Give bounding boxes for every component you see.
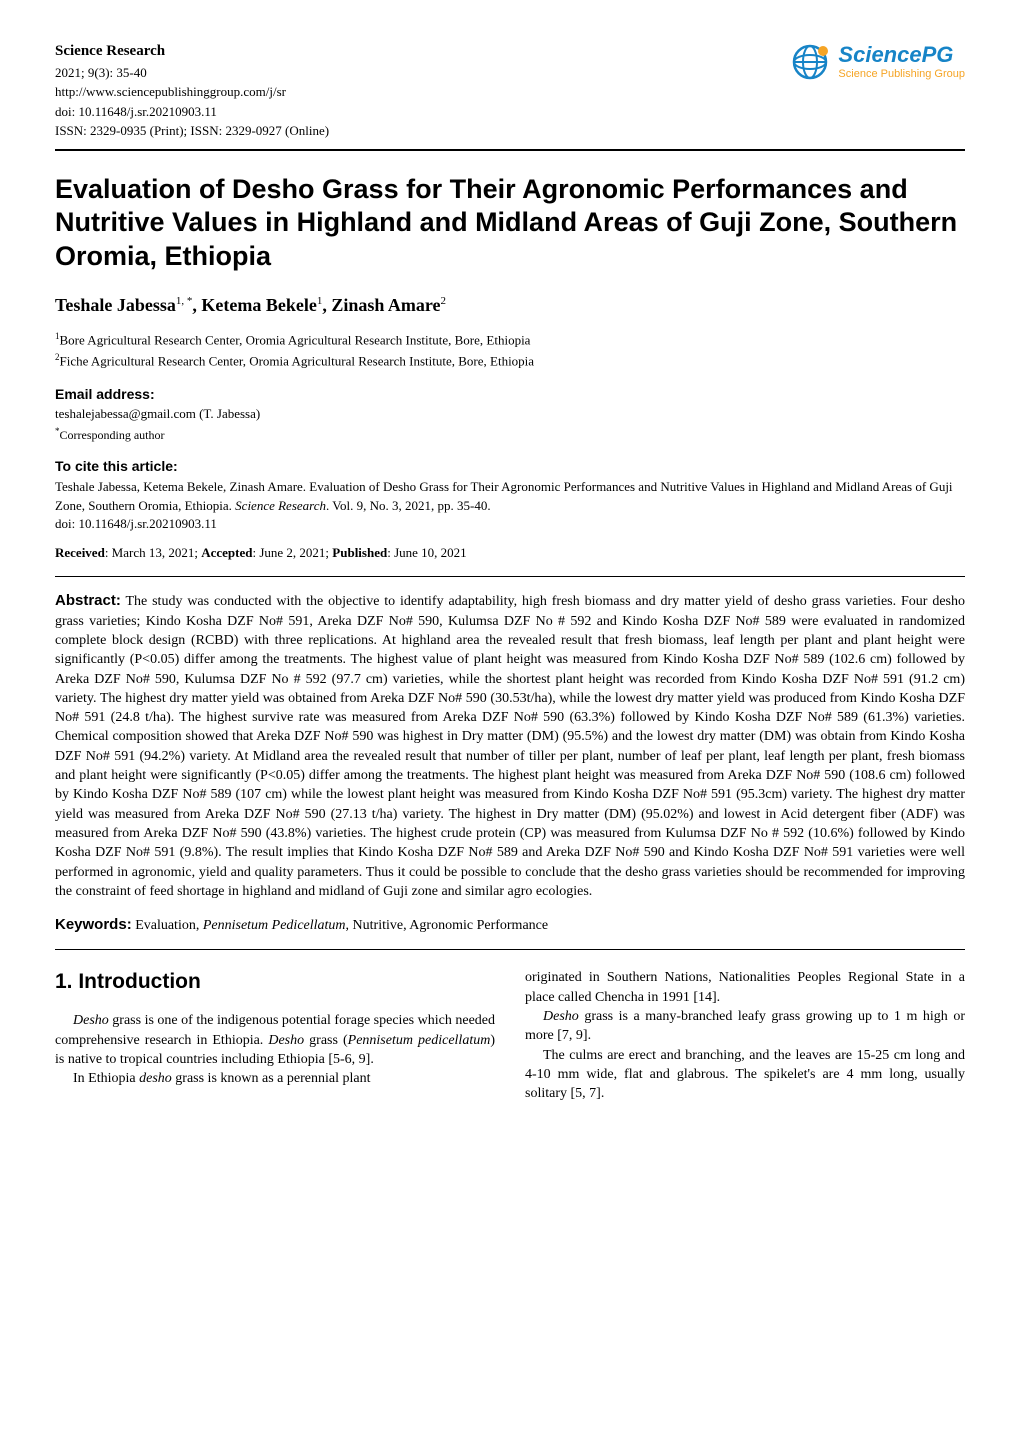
article-title: Evaluation of Desho Grass for Their Agro… [55, 173, 965, 274]
cite-doi: doi: 10.11648/j.sr.20210903.11 [55, 516, 217, 531]
abstract-bottom-rule [55, 949, 965, 950]
globe-icon [788, 40, 832, 84]
intro-heading: 1. Introduction [55, 968, 495, 997]
keywords: Keywords: Evaluation, Pennisetum Pedicel… [55, 915, 965, 935]
email-value: teshalejabessa@gmail.com (T. Jabessa) [55, 406, 965, 423]
journal-url: http://www.sciencepublishinggroup.com/j/… [55, 82, 329, 102]
intro-paragraph: The culms are erect and branching, and t… [525, 1046, 965, 1104]
publisher-name: SciencePG [838, 44, 965, 66]
left-column: 1. Introduction Desho grass is one of th… [55, 968, 495, 1103]
affiliations: 1Bore Agricultural Research Center, Orom… [55, 331, 965, 370]
abstract-label: Abstract: [55, 592, 121, 609]
dates: Received: March 13, 2021; Accepted: June… [55, 545, 965, 562]
authors: Teshale Jabessa1, *, Ketema Bekele1, Zin… [55, 294, 965, 317]
keywords-pre: Evaluation, [132, 918, 203, 933]
abstract: Abstract: The study was conducted with t… [55, 591, 965, 901]
journal-name: Science Research [55, 40, 329, 63]
keywords-ital: Pennisetum Pedicellatum [203, 918, 346, 933]
keywords-post: , Nutritive, Agronomic Performance [346, 918, 549, 933]
abstract-top-rule [55, 576, 965, 577]
abstract-text: The study was conducted with the objecti… [55, 594, 965, 899]
keywords-label: Keywords: [55, 916, 132, 933]
journal-issn: ISSN: 2329-0935 (Print); ISSN: 2329-0927… [55, 121, 329, 141]
published-label: Published [332, 545, 387, 560]
intro-paragraph: Desho grass is one of the indigenous pot… [55, 1011, 495, 1069]
affiliation: 1Bore Agricultural Research Center, Orom… [55, 331, 965, 349]
cite-plain: Teshale Jabessa, Ketema Bekele, Zinash A… [55, 479, 953, 512]
journal-info: Science Research 2021; 9(3): 35-40 http:… [55, 40, 329, 141]
page-header: Science Research 2021; 9(3): 35-40 http:… [55, 40, 965, 141]
intro-paragraph: originated in Southern Nations, National… [525, 968, 965, 1007]
corresponding-text: Corresponding author [60, 428, 165, 442]
right-column: originated in Southern Nations, National… [525, 968, 965, 1103]
cite-tail: . Vol. 9, No. 3, 2021, pp. 35-40. [326, 498, 491, 513]
received-date: : March 13, 2021; [105, 545, 201, 560]
intro-paragraph: Desho grass is a many-branched leafy gra… [525, 1007, 965, 1046]
citation: Teshale Jabessa, Ketema Bekele, Zinash A… [55, 478, 965, 533]
email-label: Email address: [55, 385, 965, 403]
publisher-sub: Science Publishing Group [838, 69, 965, 80]
header-rule [55, 149, 965, 151]
received-label: Received [55, 545, 105, 560]
publisher-logo: SciencePG Science Publishing Group [788, 40, 965, 84]
body-columns: 1. Introduction Desho grass is one of th… [55, 968, 965, 1103]
journal-doi: doi: 10.11648/j.sr.20210903.11 [55, 102, 329, 122]
journal-issue: 2021; 9(3): 35-40 [55, 63, 329, 83]
cite-label: To cite this article: [55, 457, 965, 475]
accepted-date: : June 2, 2021; [252, 545, 332, 560]
affiliation: 2Fiche Agricultural Research Center, Oro… [55, 352, 965, 370]
published-date: : June 10, 2021 [387, 545, 466, 560]
publisher-name-block: SciencePG Science Publishing Group [838, 44, 965, 80]
cite-journal: Science Research [235, 498, 326, 513]
corresponding-author: *Corresponding author [55, 426, 965, 444]
accepted-label: Accepted [201, 545, 252, 560]
intro-paragraph: In Ethiopia desho grass is known as a pe… [55, 1069, 495, 1088]
